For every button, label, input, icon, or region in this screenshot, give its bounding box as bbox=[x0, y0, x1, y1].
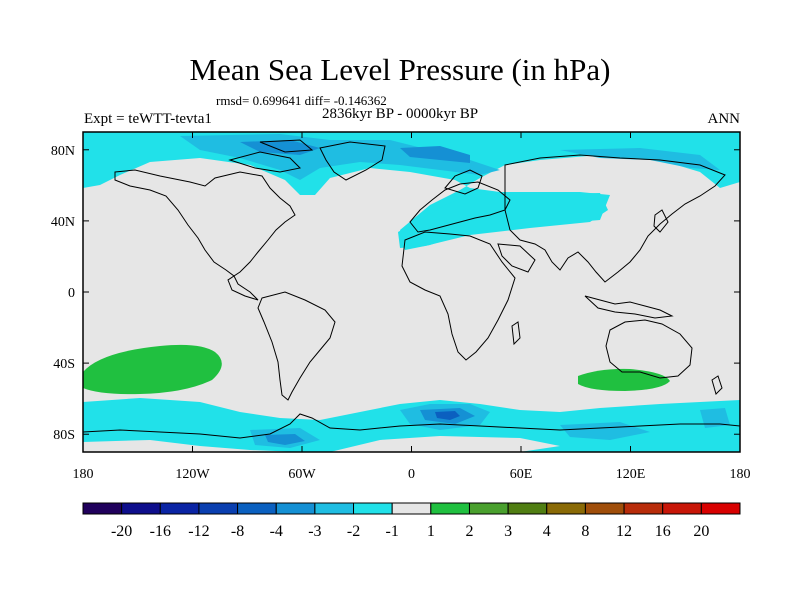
colorbar-label: 20 bbox=[693, 523, 709, 540]
colorbar-labels: -20 -16 -12 -8 -4 -3 -2 -1 1 2 3 4 8 12 16 20 bbox=[111, 523, 709, 540]
south-pacific-positive bbox=[83, 344, 222, 395]
colorbar-swatch bbox=[237, 502, 277, 515]
coast-scandinavia bbox=[444, 169, 483, 195]
colorbar-label: -3 bbox=[308, 523, 321, 540]
colorbar-swatch bbox=[314, 502, 355, 515]
coast-australia bbox=[605, 319, 693, 379]
colorbar-swatch bbox=[662, 502, 702, 515]
lat-tick-label: 80S bbox=[53, 428, 75, 443]
coast-africa bbox=[401, 231, 516, 361]
coast-arabia bbox=[497, 243, 536, 273]
lon-tick-label: 60E bbox=[510, 467, 533, 482]
colorbar-label: 8 bbox=[581, 523, 589, 540]
arctic-core-3 bbox=[400, 146, 470, 163]
lon-tick-label: 120E bbox=[616, 467, 646, 482]
lat-tick-label: 40N bbox=[51, 215, 75, 230]
southern-core-2d bbox=[700, 408, 730, 428]
colorbar-label: 2 bbox=[465, 523, 473, 540]
map-background bbox=[83, 132, 740, 452]
coast-japan bbox=[653, 209, 669, 233]
colorbar-swatch bbox=[700, 502, 741, 515]
colorbar-label: 4 bbox=[543, 523, 551, 540]
coast-greenland bbox=[319, 141, 386, 181]
lon-tick-label: 180 bbox=[730, 467, 751, 482]
coastlines bbox=[83, 139, 740, 439]
colorbar-swatch bbox=[468, 502, 509, 515]
colorbar-swatch bbox=[198, 502, 239, 515]
colorbar-label: 16 bbox=[655, 523, 671, 540]
colorbar-swatch bbox=[430, 502, 470, 515]
colorbar-label: -4 bbox=[270, 523, 283, 540]
colorbar-swatch bbox=[159, 502, 200, 515]
colorbar-label: -2 bbox=[347, 523, 360, 540]
coast-madagascar bbox=[511, 321, 521, 346]
coast-asia bbox=[504, 154, 726, 283]
coast-new-zealand bbox=[711, 375, 723, 395]
lat-tick-label: 40S bbox=[53, 357, 75, 372]
colorbar-swatch bbox=[546, 502, 586, 515]
colorbar-swatch bbox=[584, 502, 625, 515]
latitude-ticks: 80N 40N 0 40S 80S bbox=[51, 144, 740, 443]
coast-europe bbox=[409, 181, 511, 233]
colorbar-label: 3 bbox=[504, 523, 512, 540]
colorbar-label: -1 bbox=[386, 523, 399, 540]
map-title: Mean Sea Level Pressure (in hPa) bbox=[189, 52, 611, 87]
colorbar-label: -8 bbox=[231, 523, 244, 540]
colorbar-swatch bbox=[82, 502, 123, 515]
period-label: 2836kyr BP - 0000kyr BP bbox=[321, 106, 479, 122]
colorbar-label: -20 bbox=[111, 523, 132, 540]
colorbar-swatch bbox=[391, 502, 432, 515]
southern-core-3b bbox=[265, 434, 305, 445]
colorbar-label: 12 bbox=[616, 523, 632, 540]
coast-arctic-islands bbox=[228, 139, 314, 173]
southern-core-4 bbox=[435, 411, 460, 420]
antarctic-neutral-b bbox=[330, 436, 560, 452]
colorbar-label: -16 bbox=[150, 523, 171, 540]
colorbar-swatch bbox=[623, 502, 664, 515]
colorbar-label: 1 bbox=[427, 523, 435, 540]
stats-text: rmsd= 0.699641 diff= -0.146362 bbox=[216, 93, 387, 108]
lon-tick-label: 60W bbox=[288, 467, 316, 482]
colorbar bbox=[82, 502, 741, 515]
season-label: ANN bbox=[707, 111, 741, 127]
colorbar-swatch bbox=[353, 502, 393, 515]
antarctic-neutral bbox=[83, 440, 300, 452]
lat-tick-label: 0 bbox=[68, 286, 75, 301]
coast-north-america bbox=[114, 169, 296, 301]
longitude-ticks: 180 120W 60W 0 60E 120E 180 bbox=[73, 132, 751, 482]
lon-tick-label: 180 bbox=[73, 467, 94, 482]
lat-tick-label: 80N bbox=[51, 144, 75, 159]
colorbar-swatch bbox=[121, 502, 161, 515]
colorbar-swatch bbox=[275, 502, 316, 515]
colorbar-label: -12 bbox=[188, 523, 209, 540]
lon-tick-label: 0 bbox=[408, 467, 415, 482]
experiment-label: Expt = teWTT-tevta1 bbox=[84, 111, 212, 127]
coast-south-america bbox=[257, 291, 336, 401]
colorbar-swatch bbox=[507, 502, 548, 515]
coast-indonesia bbox=[584, 295, 674, 319]
lon-tick-label: 120W bbox=[175, 467, 210, 482]
coast-antarctica bbox=[83, 413, 740, 439]
